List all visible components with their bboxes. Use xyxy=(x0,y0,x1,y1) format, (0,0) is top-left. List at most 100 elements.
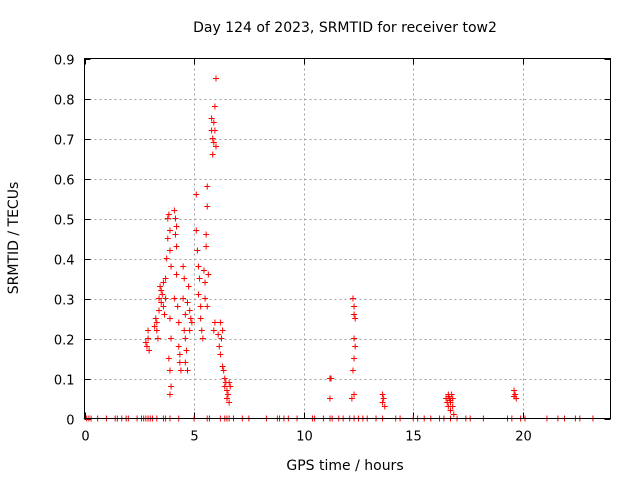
data-point xyxy=(210,327,217,334)
data-point xyxy=(173,223,180,230)
data-point xyxy=(218,335,225,342)
data-point xyxy=(351,355,358,362)
data-point xyxy=(202,295,209,302)
data-point xyxy=(195,263,202,270)
x-tick-label: 15 xyxy=(405,430,422,445)
x-tick-label: 0 xyxy=(81,430,89,445)
data-point xyxy=(352,343,359,350)
data-point xyxy=(351,391,358,398)
data-point xyxy=(448,391,455,398)
data-points xyxy=(83,75,596,422)
data-point xyxy=(164,235,171,242)
data-point xyxy=(194,247,201,254)
data-point xyxy=(182,311,189,318)
data-point xyxy=(176,351,183,358)
data-point xyxy=(166,315,173,322)
data-point xyxy=(146,347,153,354)
data-point xyxy=(216,343,223,350)
data-point xyxy=(204,183,211,190)
chart-title: Day 124 of 2023, SRMTID for receiver tow… xyxy=(193,20,497,36)
data-point xyxy=(193,227,200,234)
data-point xyxy=(171,295,178,302)
y-tick-label: 0.8 xyxy=(54,94,75,109)
data-point xyxy=(202,279,209,286)
data-point xyxy=(449,403,456,410)
data-point xyxy=(217,351,224,358)
data-point xyxy=(157,283,164,290)
data-point xyxy=(163,255,170,262)
data-point xyxy=(173,271,180,278)
data-point xyxy=(326,395,333,402)
data-point xyxy=(197,303,204,310)
data-point xyxy=(162,275,169,282)
x-tick-label: 5 xyxy=(190,430,198,445)
data-point xyxy=(180,263,187,270)
data-point xyxy=(348,395,355,402)
data-point xyxy=(198,327,205,334)
data-point xyxy=(352,315,359,322)
axis-ticks: 0 0.1 0.2 0.3 0.4 0.5 0.6 0.7 0.8 0.9 0 5 10 15 20 xyxy=(54,54,611,445)
x-tick-label: 10 xyxy=(296,430,313,445)
data-point xyxy=(142,339,149,346)
data-point xyxy=(164,215,171,222)
data-point xyxy=(143,343,150,350)
data-point xyxy=(195,291,202,298)
data-point xyxy=(223,387,230,394)
data-point xyxy=(171,207,178,214)
data-point xyxy=(160,279,167,286)
data-point xyxy=(177,367,184,374)
data-point xyxy=(447,407,454,414)
data-point xyxy=(166,227,173,234)
data-point xyxy=(182,335,189,342)
data-point xyxy=(156,295,163,302)
data-point xyxy=(211,319,218,326)
data-point xyxy=(211,127,218,134)
data-point xyxy=(168,263,175,270)
data-point xyxy=(227,383,234,390)
data-point xyxy=(213,143,219,150)
data-point xyxy=(153,327,160,334)
data-point xyxy=(351,303,358,310)
data-point xyxy=(145,327,152,334)
data-point xyxy=(221,383,228,390)
data-point xyxy=(445,393,452,400)
x-axis-label: GPS time / hours xyxy=(286,458,403,474)
data-point xyxy=(186,327,193,334)
data-point xyxy=(203,231,210,238)
data-point xyxy=(158,299,165,306)
data-point xyxy=(165,355,172,362)
data-point xyxy=(447,397,454,404)
data-point xyxy=(221,375,228,382)
data-point xyxy=(204,303,211,310)
data-point xyxy=(166,391,173,398)
data-point xyxy=(226,399,233,406)
data-point xyxy=(184,299,191,306)
data-point xyxy=(381,403,388,410)
y-tick-label: 0.6 xyxy=(54,174,75,189)
plot-frame xyxy=(84,58,611,419)
y-tick-label: 0.2 xyxy=(54,334,75,349)
data-point xyxy=(379,391,386,398)
data-point xyxy=(151,323,158,330)
data-point xyxy=(186,307,193,314)
data-point xyxy=(223,395,230,402)
data-point xyxy=(349,367,356,374)
data-point xyxy=(160,303,167,310)
data-point xyxy=(156,307,163,314)
y-tick-label: 0.3 xyxy=(54,294,75,309)
data-point xyxy=(208,115,215,122)
data-point xyxy=(168,383,175,390)
data-point xyxy=(450,411,457,418)
data-point xyxy=(158,287,165,294)
data-point xyxy=(166,247,173,254)
data-point xyxy=(165,211,172,218)
data-point xyxy=(168,335,175,342)
data-point xyxy=(181,275,188,282)
data-point xyxy=(351,335,358,342)
y-tick-label: 0 xyxy=(66,414,74,429)
data-point xyxy=(215,331,222,338)
data-point xyxy=(349,295,356,302)
data-point xyxy=(219,363,226,370)
data-point xyxy=(220,367,227,374)
